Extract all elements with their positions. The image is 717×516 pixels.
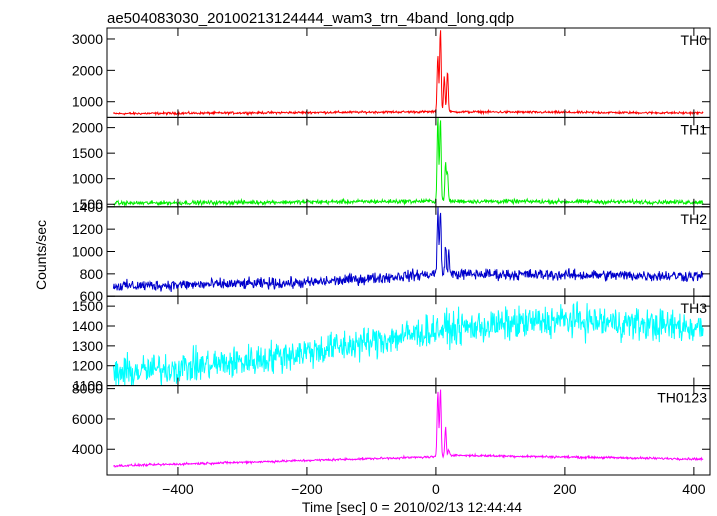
y-tick-label: 8000 <box>72 381 103 397</box>
y-tick-label: 1500 <box>72 145 103 161</box>
y-tick-label: 3000 <box>72 31 103 47</box>
y-tick-label: 500 <box>80 196 104 212</box>
series-line-th1 <box>113 117 704 208</box>
y-tick-label: 1300 <box>72 338 103 354</box>
series-line-th3 <box>112 301 704 386</box>
panel-frame <box>106 206 711 297</box>
x-tick-label: −400 <box>162 481 194 497</box>
x-tick-label: −200 <box>291 481 323 497</box>
series-line-th2 <box>112 206 704 292</box>
x-tick-label: 0 <box>432 481 440 497</box>
y-tick-label: 1200 <box>72 358 103 374</box>
y-tick-label: 1000 <box>72 94 103 110</box>
panel-frame <box>106 27 711 118</box>
y-tick-label: 1500 <box>72 298 103 314</box>
panel-th3: 1100 1200 1300 1400 1500 TH3 <box>72 295 711 394</box>
y-tick-label: 6000 <box>72 411 103 427</box>
panel-label: TH3 <box>681 300 708 316</box>
panel-th2: 600 800 1000 1200 1400 TH2 <box>72 199 711 304</box>
y-tick-label: 2000 <box>72 120 103 136</box>
panel-th0123: 4000 6000 8000 TH0123 <box>72 381 711 476</box>
series-line-th0 <box>113 30 704 117</box>
y-tick-label: 1200 <box>72 221 103 237</box>
series-line-th0123 <box>113 389 704 468</box>
x-tick-label: 200 <box>553 481 577 497</box>
y-tick-label: 1000 <box>72 171 103 187</box>
y-tick-label: 1400 <box>72 199 103 215</box>
y-tick-label: 1100 <box>73 378 103 394</box>
x-axis: −400 −200 0 200 400 <box>162 481 706 497</box>
panel-label: TH0 <box>681 32 708 48</box>
panel-label: TH1 <box>681 121 708 137</box>
panel-th1: 500 1000 1500 2000 TH1 <box>72 116 711 212</box>
chart-title: ae504083030_20100213124444_wam3_trn_4ban… <box>107 10 514 27</box>
y-tick-label: 1000 <box>72 244 103 260</box>
y-tick-label: 800 <box>80 266 104 282</box>
panels: 1000 2000 3000 TH0 500 1000 1500 2000 TH1 600 800 1… <box>72 27 711 476</box>
panel-label: TH2 <box>681 211 708 227</box>
panel-label: TH0123 <box>657 390 707 406</box>
panel-th0: 1000 2000 3000 TH0 <box>72 27 711 118</box>
panel-frame <box>106 385 711 476</box>
y-axis-label: Counts/sec <box>33 220 49 290</box>
y-tick-label: 600 <box>80 288 104 304</box>
y-tick-label: 1400 <box>72 318 103 334</box>
y-tick-label: 2000 <box>72 62 103 78</box>
x-axis-label: Time [sec] 0 = 2010/02/13 12:44:44 <box>302 499 522 515</box>
x-tick-label: 400 <box>682 481 706 497</box>
y-tick-label: 4000 <box>72 441 103 457</box>
panel-frame <box>106 116 711 208</box>
